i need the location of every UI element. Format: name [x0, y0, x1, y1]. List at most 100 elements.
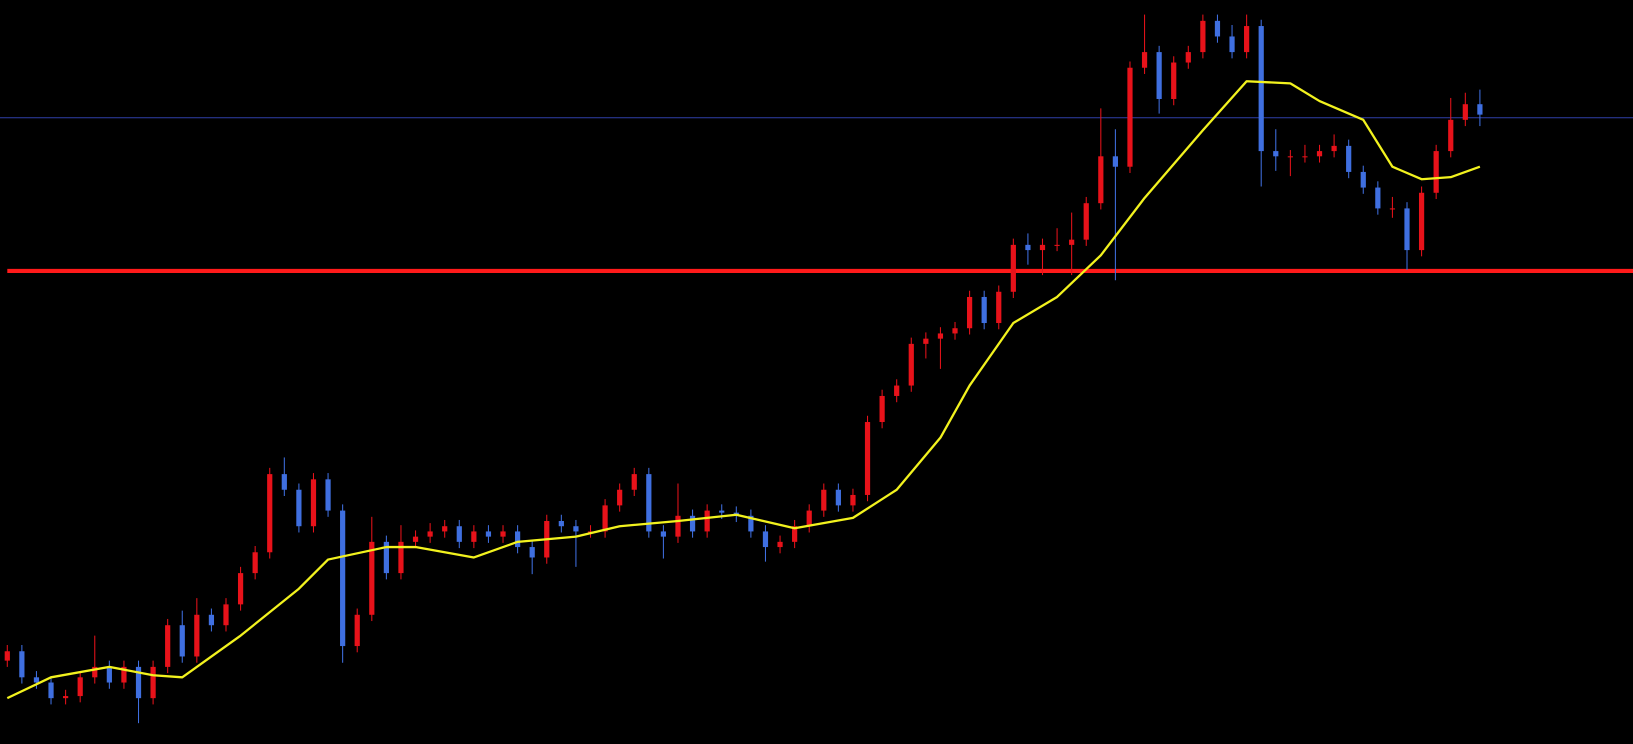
candle-body — [1083, 203, 1089, 240]
candle-body — [1477, 104, 1483, 115]
candle-body — [617, 489, 623, 506]
candle-body — [1185, 52, 1191, 63]
candle-body — [514, 531, 521, 548]
candle-body — [573, 526, 579, 532]
candle-body — [1273, 151, 1279, 157]
candle-body — [879, 395, 885, 423]
candle-body — [835, 489, 841, 506]
candle-body — [1258, 26, 1264, 152]
candle-body — [981, 296, 987, 324]
candle-body — [1462, 104, 1468, 120]
candle-body — [631, 474, 637, 490]
candle-body — [1287, 156, 1293, 158]
candle-body — [748, 515, 754, 532]
candle-body — [587, 531, 594, 533]
candle-body — [1171, 62, 1177, 99]
candle-body — [704, 510, 710, 532]
candle-body — [1200, 20, 1206, 53]
candle-body — [864, 422, 871, 495]
candle-body — [442, 526, 448, 532]
candle-body — [1025, 244, 1031, 251]
candle-body — [1418, 192, 1425, 251]
candle-body — [1141, 52, 1148, 68]
candle-body — [675, 515, 681, 537]
candle-body — [194, 614, 200, 657]
candle-body — [966, 296, 973, 329]
candle-body — [821, 489, 827, 511]
candle-body — [369, 541, 375, 615]
candle-body — [646, 474, 652, 532]
candle-body — [106, 666, 112, 683]
candle-body — [952, 328, 958, 334]
candle-body — [19, 651, 25, 678]
candle-body — [1404, 208, 1410, 251]
candle-body — [485, 531, 492, 537]
candle-body — [1214, 20, 1221, 37]
candle-body — [92, 666, 98, 678]
candle-body — [602, 505, 608, 532]
candle-body — [1448, 119, 1454, 152]
candle-body — [398, 541, 404, 574]
candle-body — [908, 343, 914, 386]
candle-body — [208, 614, 215, 626]
candle-body — [471, 531, 477, 542]
candle-body — [456, 526, 462, 542]
candle-body — [223, 604, 229, 626]
candle-body — [383, 541, 389, 574]
candle-body — [412, 536, 419, 542]
candle-body — [1346, 145, 1352, 172]
candle-body — [660, 531, 667, 537]
candle-body — [121, 666, 127, 683]
candle-body — [937, 333, 944, 339]
candle-body — [77, 677, 83, 697]
candle-body — [165, 625, 171, 667]
candle-body — [1098, 156, 1104, 204]
candle-body — [1375, 187, 1381, 209]
candle-body — [777, 541, 783, 548]
candle-body — [427, 531, 433, 537]
candle-body — [354, 614, 360, 647]
candle-body — [1360, 171, 1366, 188]
candle-body — [719, 510, 725, 513]
candle-body — [894, 385, 900, 396]
candle-body — [281, 474, 287, 490]
candle-body — [1302, 156, 1308, 158]
candle-body — [33, 677, 40, 683]
candle-body — [296, 489, 302, 527]
candle-body — [237, 573, 244, 605]
candle-body — [1054, 244, 1060, 246]
moving-average — [6, 80, 1481, 700]
candle-body — [1331, 145, 1337, 152]
candle-body — [689, 515, 696, 532]
candle-body — [267, 474, 273, 553]
candle-body — [529, 547, 535, 558]
candle-body — [179, 625, 185, 657]
candle-body — [1112, 156, 1119, 167]
candle-body — [762, 531, 769, 548]
candle-body — [252, 552, 258, 574]
candle-body — [325, 479, 331, 511]
candle-body — [792, 526, 798, 542]
candle-body — [1127, 67, 1133, 167]
candle-body — [1433, 151, 1439, 193]
candle-body — [850, 494, 856, 506]
candle-body — [135, 666, 142, 699]
candle-body — [558, 521, 564, 527]
candle-body — [1316, 151, 1323, 157]
candle-body — [1010, 244, 1016, 292]
candle-body — [150, 666, 156, 699]
candle-body — [1039, 244, 1046, 251]
candle-body — [996, 291, 1002, 324]
candle-body — [1156, 52, 1162, 99]
candle-body — [1229, 36, 1235, 53]
candle-body — [340, 510, 346, 647]
candle-body — [806, 510, 812, 527]
candle-body — [1244, 26, 1250, 53]
candle-body — [63, 696, 69, 699]
candle-body — [923, 338, 929, 344]
candle-body — [1389, 208, 1396, 210]
candle-body — [310, 479, 317, 527]
